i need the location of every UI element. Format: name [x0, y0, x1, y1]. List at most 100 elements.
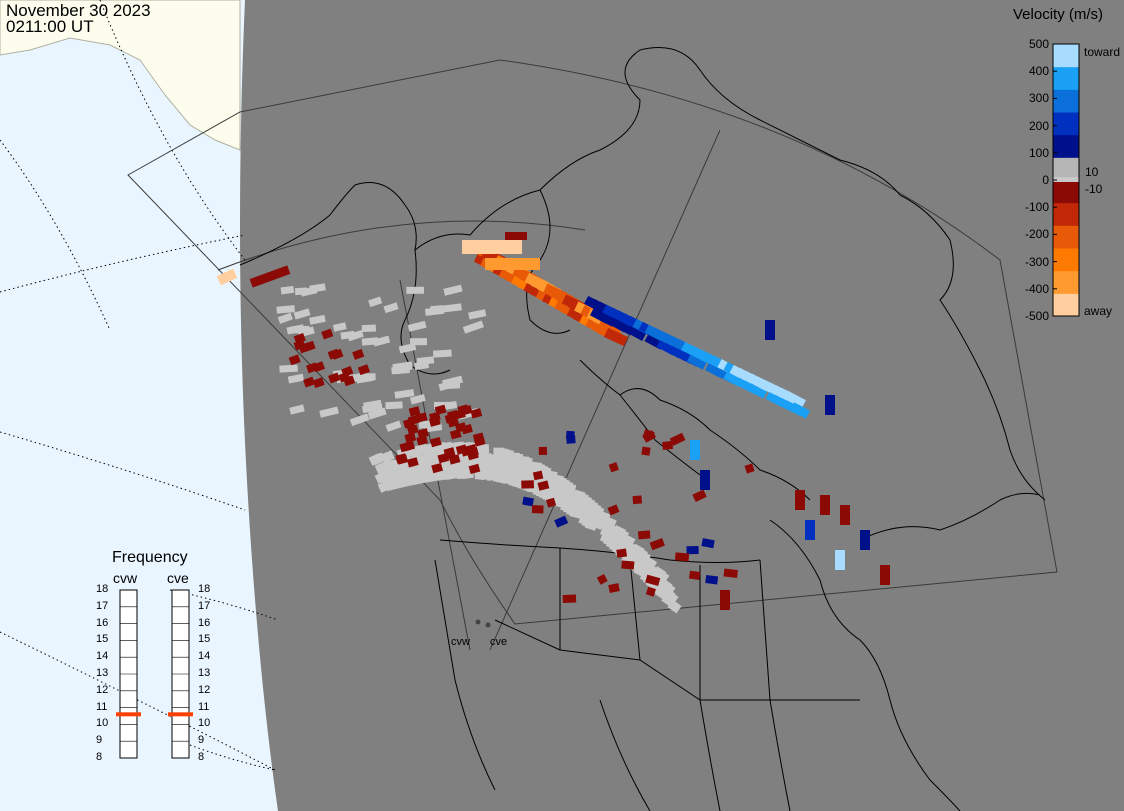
- radar-cell: [607, 504, 620, 516]
- radar-cell: [608, 583, 620, 594]
- radar-cell: [477, 444, 490, 454]
- radar-cell: [460, 405, 473, 416]
- radar-cell: [661, 581, 676, 596]
- radar-cell: [789, 402, 811, 419]
- radar-cell: [701, 538, 715, 549]
- radar-cell: [286, 324, 305, 335]
- radar-cell: [784, 390, 806, 409]
- radar-cell: [410, 394, 426, 405]
- frequency-tick-label: 13: [96, 667, 109, 679]
- radar-cell: [860, 530, 870, 550]
- radar-cell: [443, 284, 463, 296]
- radar-cell: [532, 470, 544, 481]
- radar-cell: [404, 432, 417, 443]
- radar-cell: [385, 401, 403, 410]
- radar-cell: [429, 436, 442, 448]
- colorbar-swatch: [1053, 248, 1079, 272]
- frequency-tick-label: 9: [198, 734, 205, 747]
- site-label-cve: cve: [490, 636, 508, 648]
- frequency-tick-label: 17: [198, 599, 211, 612]
- radar-cell: [398, 343, 417, 354]
- radar-cell: [362, 403, 383, 414]
- date-label: November 30 2023: [6, 1, 151, 20]
- radar-cell: [485, 258, 540, 270]
- colorbar-tick-label: -500: [1024, 309, 1049, 323]
- colorbar-swatch: [1053, 66, 1079, 90]
- radar-cell: [645, 586, 656, 597]
- radar-cell: [674, 552, 690, 562]
- radar-cell: [349, 413, 370, 427]
- radar-cell: [744, 463, 755, 474]
- frequency-marker-cve: [168, 712, 193, 717]
- night-shade: [240, 0, 1124, 811]
- radar-cell: [321, 328, 334, 340]
- radar-cell: [643, 556, 658, 570]
- radar-cell: [637, 530, 651, 540]
- frequency-tick-label: 14: [96, 650, 109, 663]
- radar-cell: [840, 505, 850, 525]
- radar-cell: [563, 482, 577, 495]
- colorbar-swatch: [1053, 112, 1079, 136]
- radar-cell: [686, 546, 699, 555]
- radar-cell: [468, 309, 487, 320]
- radar-cell: [825, 395, 835, 415]
- radar-cell: [662, 440, 674, 450]
- frequency-tick-label: 10: [198, 717, 211, 730]
- radar-cell: [468, 463, 481, 475]
- radar-cell: [328, 372, 341, 384]
- radar-cell: [470, 408, 483, 419]
- radar-cell: [686, 353, 708, 370]
- colorbar-tick-label: -300: [1024, 254, 1049, 269]
- frequency-tick-label: 16: [96, 616, 109, 629]
- radar-cell: [720, 590, 730, 610]
- radar-cell: [603, 516, 617, 529]
- radar-cell: [300, 286, 318, 297]
- frequency-tick-label: 18: [96, 583, 109, 595]
- frequency-tick-label: 8: [198, 751, 205, 763]
- colorbar-swatch: [1053, 89, 1079, 113]
- colorbar-tick-label: 100: [1028, 145, 1049, 160]
- radar-cell: [407, 414, 420, 426]
- radar-cell: [645, 574, 661, 587]
- velocity-cells: [216, 232, 890, 610]
- radar-cell: [462, 240, 522, 254]
- radar-cell: [480, 461, 493, 472]
- sunlit-land: [0, 0, 241, 151]
- colorbar-tick-label: -100: [1024, 200, 1049, 215]
- radar-cell: [805, 520, 815, 540]
- radar-cell: [537, 480, 550, 491]
- frequency-tick-label: 16: [198, 616, 211, 629]
- radar-cell: [352, 348, 365, 360]
- radar-cell: [632, 495, 643, 505]
- radar-cell: [531, 505, 544, 514]
- radar-cell: [455, 444, 468, 455]
- radar-cell: [298, 342, 311, 354]
- radar-cell: [446, 468, 459, 480]
- radar-cell: [424, 306, 445, 316]
- radar-cell: [616, 548, 628, 558]
- radar-cell: [562, 594, 577, 603]
- colorbar-swatch: [1053, 157, 1079, 181]
- frequency-tick-label: 8: [96, 751, 103, 763]
- radar-cell: [249, 265, 291, 288]
- frequency-name-cvw: cvw: [113, 570, 138, 586]
- colorbar-swatch: [1053, 293, 1079, 317]
- frequency-tick-label: 15: [96, 633, 109, 646]
- colorbar-minus-ten: -10: [1085, 182, 1103, 196]
- radar-cell: [303, 376, 316, 388]
- radar-cell: [347, 329, 364, 342]
- colorbar-swatch: [1053, 134, 1079, 158]
- colorbar-tick-label: -400: [1024, 281, 1049, 296]
- radar-cell: [603, 327, 629, 347]
- radar-cell: [554, 515, 569, 528]
- frequency-tick-label: 9: [96, 734, 103, 747]
- radar-cell: [621, 534, 636, 548]
- frequency-tick-label: 11: [198, 700, 210, 713]
- radar-cell: [406, 424, 419, 435]
- radar-cell: [723, 568, 738, 579]
- radar-cell: [279, 364, 298, 373]
- radar-cell: [277, 312, 293, 324]
- radar-cell: [692, 489, 707, 502]
- site-marker-cvw: [475, 619, 481, 625]
